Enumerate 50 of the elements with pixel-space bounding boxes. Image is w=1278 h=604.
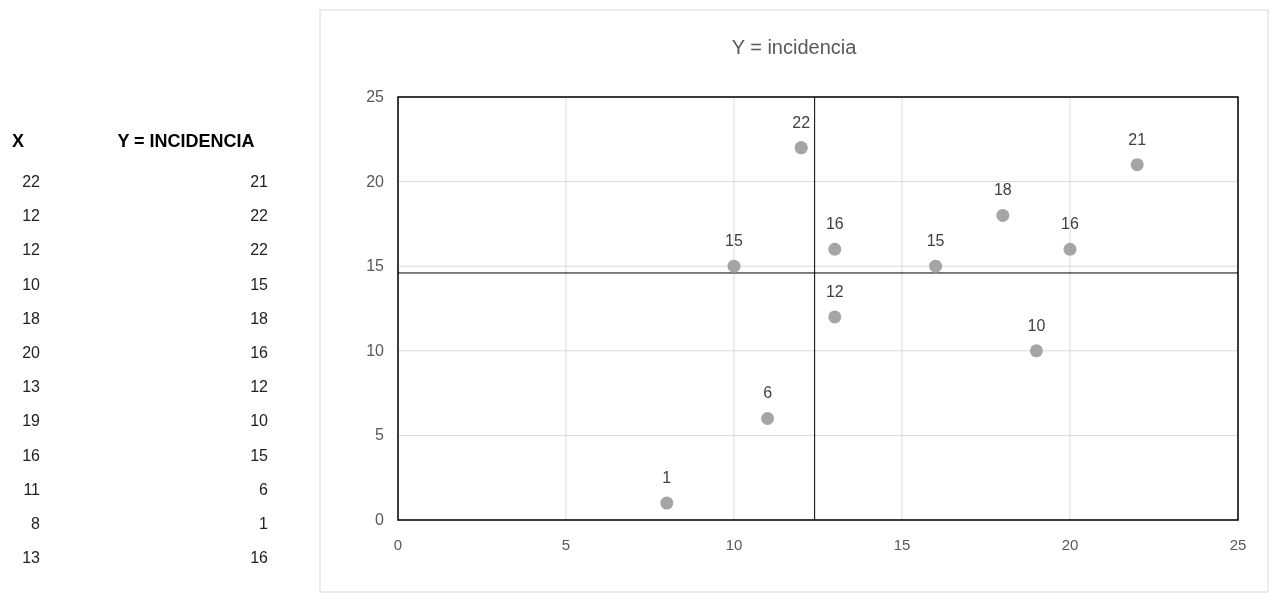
text: 6 xyxy=(259,480,269,498)
text: 11 xyxy=(23,480,41,498)
text: 18 xyxy=(250,309,269,327)
text: 12 xyxy=(22,241,41,259)
text: 10 xyxy=(250,412,269,430)
text: 1 xyxy=(259,515,269,532)
text: 22 xyxy=(22,173,41,190)
y-tick-label: 25 xyxy=(366,88,385,105)
chart-title: Y = incidencia xyxy=(731,36,858,58)
data-label: 6 xyxy=(763,384,773,402)
text: 13 xyxy=(22,549,41,567)
text: 22 xyxy=(250,207,269,225)
x-tick-label: 25 xyxy=(1229,536,1247,553)
data-label: 16 xyxy=(825,215,844,233)
y-tick-label: 0 xyxy=(375,511,385,528)
text: 18 xyxy=(22,309,41,327)
text: 16 xyxy=(250,549,269,567)
text: 15 xyxy=(250,275,269,293)
text: 8 xyxy=(31,515,41,532)
text: 15 xyxy=(250,446,269,464)
text: 19 xyxy=(22,412,41,430)
x-tick-label: 0 xyxy=(393,536,403,553)
text: 16 xyxy=(22,446,41,464)
text: 12 xyxy=(22,207,41,225)
text: Y = INCIDENCIA xyxy=(117,131,255,151)
data-label: 15 xyxy=(725,232,743,250)
data-label: 16 xyxy=(1061,215,1079,233)
x-tick-label: 15 xyxy=(893,536,911,553)
data-label: 18 xyxy=(993,181,1012,199)
x-tick-label: 20 xyxy=(1061,536,1079,553)
data-label: 21 xyxy=(1128,130,1147,148)
x-tick-label: 5 xyxy=(561,536,571,553)
data-label: 1 xyxy=(662,469,672,487)
text: 20 xyxy=(22,344,41,361)
text: 10 xyxy=(22,275,41,293)
y-tick-label: 10 xyxy=(366,341,385,359)
y-tick-label: 20 xyxy=(366,172,385,190)
text: 22 xyxy=(250,241,269,259)
text: 21 xyxy=(250,173,269,190)
text: 13 xyxy=(22,378,41,396)
data-label: 12 xyxy=(825,282,844,300)
data-label: 15 xyxy=(926,232,945,250)
text: X xyxy=(11,131,25,151)
data-label: 10 xyxy=(1027,316,1046,334)
x-tick-label: 10 xyxy=(725,536,743,553)
text: 16 xyxy=(250,344,269,361)
y-tick-label: 5 xyxy=(375,426,385,444)
text: 12 xyxy=(250,378,269,396)
y-tick-label: 15 xyxy=(366,257,385,275)
data-label: 22 xyxy=(792,113,811,131)
